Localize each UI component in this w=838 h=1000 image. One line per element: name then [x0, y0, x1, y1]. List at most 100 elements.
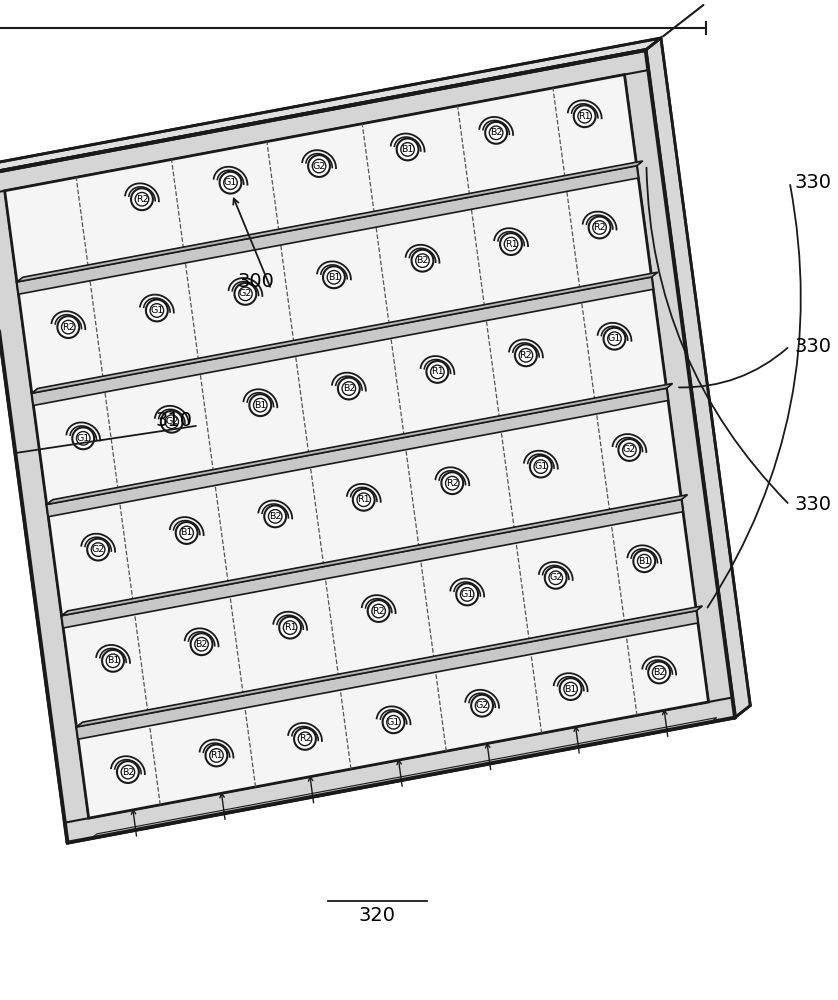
Text: B1: B1	[254, 401, 266, 410]
Text: G1: G1	[76, 434, 90, 443]
Text: R1: R1	[210, 751, 223, 760]
Circle shape	[500, 233, 522, 255]
Circle shape	[72, 427, 94, 449]
Circle shape	[618, 439, 640, 461]
Text: 330: 330	[794, 173, 831, 192]
Polygon shape	[76, 606, 702, 727]
Text: B2: B2	[195, 640, 208, 649]
Circle shape	[649, 662, 670, 683]
Circle shape	[530, 456, 551, 477]
Text: G1: G1	[224, 178, 237, 187]
Text: R2: R2	[298, 734, 311, 743]
Circle shape	[57, 316, 80, 338]
Polygon shape	[5, 75, 708, 818]
Text: B2: B2	[653, 668, 665, 677]
Text: R1: R1	[431, 367, 443, 376]
Text: 310: 310	[155, 411, 193, 430]
Polygon shape	[0, 171, 91, 843]
Circle shape	[588, 217, 611, 238]
Text: R1: R1	[578, 112, 591, 121]
Circle shape	[220, 172, 241, 194]
Text: B2: B2	[122, 768, 134, 777]
Text: R2: R2	[136, 195, 148, 204]
Polygon shape	[0, 50, 735, 843]
Polygon shape	[17, 166, 639, 294]
Text: G2: G2	[313, 162, 326, 171]
Polygon shape	[61, 500, 683, 628]
Text: R1: R1	[358, 495, 370, 504]
Text: G2: G2	[91, 545, 105, 554]
Circle shape	[442, 472, 463, 494]
Polygon shape	[645, 38, 750, 718]
Circle shape	[471, 695, 493, 717]
Circle shape	[368, 600, 390, 622]
Circle shape	[205, 745, 227, 766]
Polygon shape	[65, 698, 735, 843]
Circle shape	[634, 550, 655, 572]
Polygon shape	[47, 384, 672, 504]
Text: B2: B2	[490, 128, 502, 137]
Text: B1: B1	[180, 528, 193, 537]
Circle shape	[456, 583, 478, 605]
Circle shape	[338, 378, 360, 399]
Polygon shape	[61, 495, 687, 616]
Text: 330: 330	[794, 337, 831, 356]
Text: B2: B2	[416, 256, 429, 265]
Circle shape	[102, 650, 124, 672]
Circle shape	[560, 678, 582, 700]
Text: R2: R2	[593, 223, 606, 232]
Polygon shape	[76, 606, 702, 727]
Text: B1: B1	[638, 557, 650, 566]
Polygon shape	[17, 161, 643, 282]
Text: G1: G1	[534, 462, 547, 471]
Circle shape	[279, 617, 301, 639]
Text: G2: G2	[165, 417, 178, 426]
Text: R2: R2	[62, 323, 75, 332]
Circle shape	[294, 728, 316, 750]
Circle shape	[146, 300, 168, 321]
Circle shape	[353, 489, 375, 511]
Polygon shape	[76, 611, 698, 739]
Circle shape	[323, 266, 345, 288]
Polygon shape	[32, 277, 653, 405]
Circle shape	[176, 522, 198, 544]
Polygon shape	[0, 38, 661, 175]
Circle shape	[87, 539, 109, 560]
Text: B2: B2	[343, 384, 355, 393]
Circle shape	[250, 394, 272, 416]
Polygon shape	[0, 50, 649, 195]
Circle shape	[603, 328, 625, 350]
Text: G1: G1	[387, 718, 401, 727]
Polygon shape	[91, 718, 716, 838]
Polygon shape	[47, 383, 673, 504]
Text: G2: G2	[623, 445, 636, 454]
Text: B1: B1	[328, 273, 340, 282]
Circle shape	[383, 711, 405, 733]
Circle shape	[515, 344, 537, 366]
Text: 320: 320	[359, 906, 396, 925]
Text: 330: 330	[794, 495, 831, 514]
Text: G1: G1	[461, 590, 473, 599]
Circle shape	[264, 505, 286, 527]
Polygon shape	[32, 272, 658, 393]
Text: G2: G2	[239, 289, 252, 298]
Text: G1: G1	[608, 334, 621, 343]
Circle shape	[190, 633, 213, 655]
Polygon shape	[17, 161, 642, 282]
Text: B1: B1	[106, 656, 119, 665]
Text: 300: 300	[238, 272, 275, 291]
Text: R2: R2	[520, 351, 532, 360]
Text: B1: B1	[401, 145, 414, 154]
Polygon shape	[622, 50, 735, 722]
Text: B2: B2	[269, 512, 282, 521]
Text: R1: R1	[504, 240, 517, 249]
Text: G2: G2	[549, 573, 562, 582]
Circle shape	[574, 105, 596, 127]
Text: G1: G1	[150, 306, 163, 315]
Polygon shape	[32, 273, 657, 393]
Circle shape	[545, 567, 566, 589]
Circle shape	[396, 138, 418, 160]
Circle shape	[161, 411, 183, 433]
Text: R1: R1	[284, 623, 297, 632]
Circle shape	[485, 122, 507, 144]
